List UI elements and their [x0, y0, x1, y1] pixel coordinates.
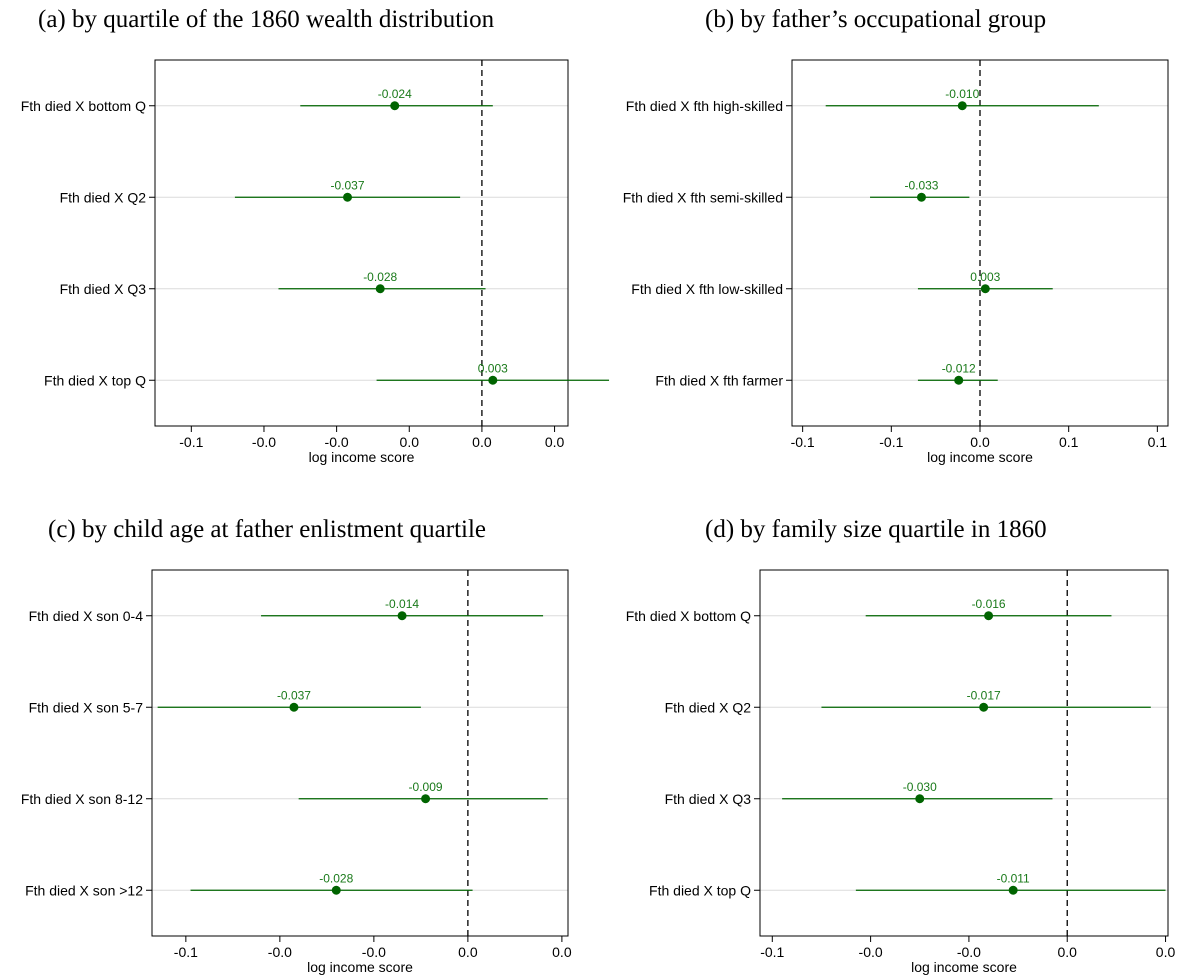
x-tick-label: -0.1	[179, 434, 203, 450]
x-tick-label: -0.0	[268, 944, 292, 960]
chart-title: (a) by quartile of the 1860 wealth distr…	[38, 6, 495, 33]
x-axis-label: log income score	[307, 959, 413, 975]
x-tick-label: -0.1	[879, 434, 903, 450]
point-estimate	[954, 375, 964, 385]
x-tick-label: 0.0	[458, 944, 478, 960]
chart-title: (b) by father’s occupational group	[705, 6, 1047, 33]
point-estimate	[421, 794, 431, 804]
category-label: Fth died X top Q	[44, 372, 146, 388]
data-label: -0.024	[378, 87, 412, 101]
x-axis-label: log income score	[911, 959, 1017, 975]
point-estimate	[916, 192, 926, 202]
x-axis-label: log income score	[309, 449, 415, 465]
category-label: Fth died X son 8-12	[21, 791, 143, 807]
data-label: -0.016	[972, 597, 1006, 611]
x-tick-label: -0.1	[174, 944, 198, 960]
data-label: -0.037	[330, 178, 364, 192]
category-label: Fth died X Q3	[665, 791, 752, 807]
x-tick-label: 0.0	[970, 434, 990, 450]
point-estimate	[984, 611, 994, 621]
category-label: Fth died X fth low-skilled	[631, 281, 783, 297]
x-tick-label: 0.1	[1059, 434, 1079, 450]
category-label: Fth died X bottom Q	[21, 98, 146, 114]
category-label: Fth died X Q2	[665, 699, 752, 715]
plot-frame	[151, 569, 569, 937]
category-label: Fth died X son >12	[25, 882, 143, 898]
x-tick-label: -0.1	[791, 434, 815, 450]
plot-frame	[759, 569, 1169, 937]
data-label: -0.030	[903, 780, 937, 794]
data-label: -0.028	[363, 270, 397, 284]
category-label: Fth died X top Q	[649, 882, 751, 898]
point-estimate	[1008, 885, 1018, 895]
point-estimate	[980, 284, 990, 294]
data-label: -0.012	[942, 361, 976, 375]
point-estimate	[331, 885, 341, 895]
data-label: 0.003	[970, 270, 1000, 284]
x-tick-label: -0.0	[859, 944, 883, 960]
point-estimate	[343, 192, 353, 202]
data-label: -0.011	[997, 871, 1030, 885]
chart-title: (c) by child age at father enlistment qu…	[48, 516, 487, 543]
category-label: Fth died X son 5-7	[29, 699, 144, 715]
category-label: Fth died X fth semi-skilled	[623, 189, 783, 205]
data-label: 0.003	[478, 361, 508, 375]
data-label: -0.033	[904, 178, 938, 192]
x-axis-label: log income score	[927, 449, 1033, 465]
point-estimate	[375, 284, 385, 294]
x-tick-label: -0.0	[957, 944, 981, 960]
point-estimate	[957, 101, 967, 111]
category-label: Fth died X Q2	[60, 189, 147, 205]
x-tick-label: 0.0	[400, 434, 420, 450]
x-tick-label: -0.0	[362, 944, 386, 960]
data-label: -0.017	[967, 688, 1001, 702]
x-tick-label: 0.1	[1148, 434, 1168, 450]
x-tick-label: 0.0	[1057, 944, 1077, 960]
chart-title: (d) by family size quartile in 1860	[705, 516, 1047, 543]
data-label: -0.010	[945, 87, 979, 101]
point-estimate	[289, 702, 299, 712]
data-label: -0.014	[385, 597, 419, 611]
data-label: -0.028	[319, 871, 353, 885]
x-tick-label: -0.0	[325, 434, 349, 450]
point-estimate	[488, 375, 498, 385]
x-tick-label: 0.0	[545, 434, 565, 450]
category-label: Fth died X fth farmer	[655, 372, 783, 388]
plot-frame	[154, 59, 569, 427]
x-tick-label: -0.1	[760, 944, 784, 960]
category-label: Fth died X Q3	[60, 281, 147, 297]
point-estimate	[390, 101, 400, 111]
x-tick-label: 0.0	[1156, 944, 1176, 960]
point-estimate	[915, 794, 925, 804]
data-label: -0.037	[277, 688, 311, 702]
category-label: Fth died X bottom Q	[626, 608, 751, 624]
data-label: -0.009	[409, 780, 443, 794]
point-estimate	[979, 702, 989, 712]
x-tick-label: -0.0	[252, 434, 276, 450]
x-tick-label: 0.0	[552, 944, 572, 960]
point-estimate	[397, 611, 407, 621]
category-label: Fth died X son 0-4	[29, 608, 144, 624]
x-tick-label: 0.0	[472, 434, 492, 450]
category-label: Fth died X fth high-skilled	[626, 98, 783, 114]
